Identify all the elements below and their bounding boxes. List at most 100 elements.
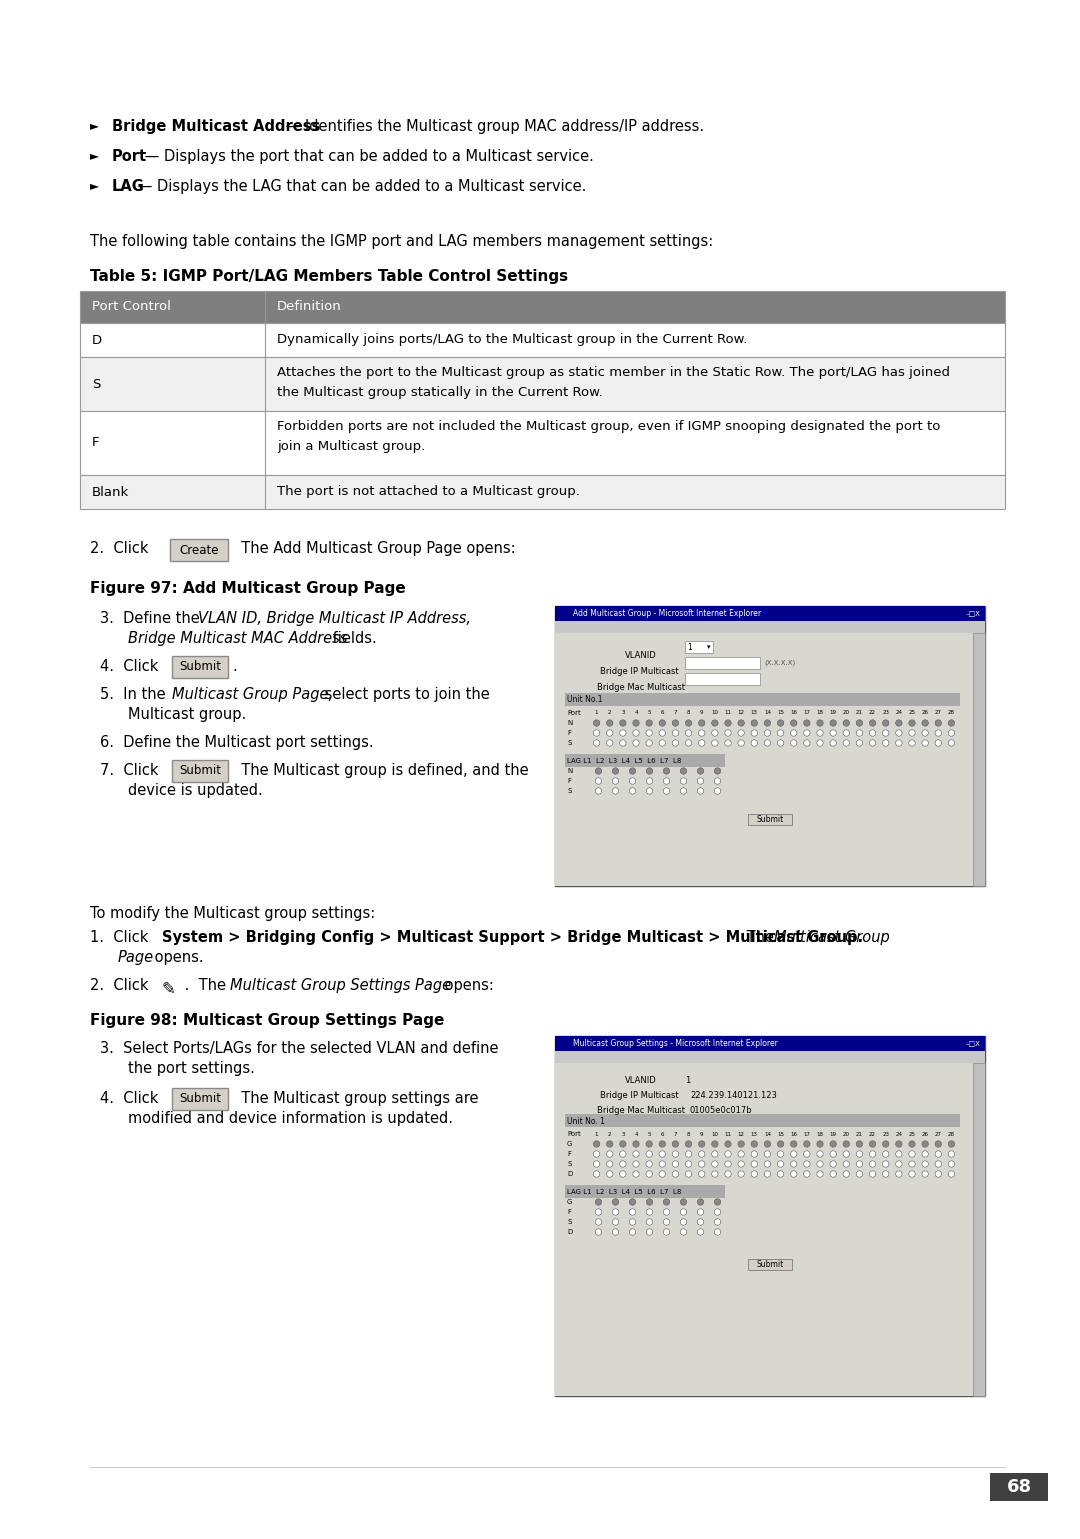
Text: G: G xyxy=(567,1199,572,1205)
Circle shape xyxy=(646,777,652,785)
Circle shape xyxy=(882,1171,889,1177)
Circle shape xyxy=(751,1160,757,1167)
Text: — Displays the LAG that can be added to a Multicast service.: — Displays the LAG that can be added to … xyxy=(133,179,586,194)
Text: join a Multicast group.: join a Multicast group. xyxy=(276,440,426,452)
Circle shape xyxy=(714,777,720,785)
Bar xyxy=(555,1063,973,1396)
Circle shape xyxy=(869,729,876,736)
Circle shape xyxy=(843,720,850,726)
Text: Bridge IP Multicast: Bridge IP Multicast xyxy=(600,666,678,676)
Text: 24: 24 xyxy=(895,711,903,716)
Text: Multicast group.: Multicast group. xyxy=(129,706,246,722)
Text: — Identifies the Multicast group MAC address/IP address.: — Identifies the Multicast group MAC add… xyxy=(281,119,704,134)
Circle shape xyxy=(935,720,942,726)
Circle shape xyxy=(791,1171,797,1177)
Circle shape xyxy=(612,1208,619,1216)
Circle shape xyxy=(607,1160,613,1167)
Circle shape xyxy=(922,1171,929,1177)
Circle shape xyxy=(663,1219,670,1225)
Circle shape xyxy=(712,1140,718,1147)
Text: Port: Port xyxy=(567,709,581,716)
Circle shape xyxy=(778,729,784,736)
Bar xyxy=(80,476,1005,509)
Circle shape xyxy=(663,1208,670,1216)
Circle shape xyxy=(908,1140,915,1147)
Circle shape xyxy=(948,740,955,746)
Text: 23: 23 xyxy=(882,1131,889,1136)
Circle shape xyxy=(751,720,757,726)
Circle shape xyxy=(646,1228,652,1236)
Circle shape xyxy=(843,1160,850,1167)
Circle shape xyxy=(659,1140,665,1147)
Circle shape xyxy=(778,720,784,726)
Circle shape xyxy=(712,1151,718,1157)
Circle shape xyxy=(607,740,613,746)
Circle shape xyxy=(612,777,619,785)
Circle shape xyxy=(659,740,665,746)
Bar xyxy=(555,1036,985,1051)
Circle shape xyxy=(633,740,639,746)
Text: the port settings.: the port settings. xyxy=(129,1060,255,1076)
Circle shape xyxy=(595,788,602,794)
Circle shape xyxy=(680,1208,687,1216)
Circle shape xyxy=(738,729,744,736)
Text: ►: ► xyxy=(90,119,99,132)
Text: 6.  Define the Multicast port settings.: 6. Define the Multicast port settings. xyxy=(100,736,374,749)
Text: The port is not attached to a Multicast group.: The port is not attached to a Multicast … xyxy=(276,485,580,499)
Circle shape xyxy=(633,1160,639,1167)
Circle shape xyxy=(630,777,636,785)
Circle shape xyxy=(699,1151,705,1157)
Circle shape xyxy=(816,1151,823,1157)
Circle shape xyxy=(843,1171,850,1177)
Text: .: . xyxy=(232,659,237,674)
Text: 15: 15 xyxy=(778,1131,784,1136)
Text: fields.: fields. xyxy=(328,631,377,646)
Text: Port: Port xyxy=(567,1131,581,1137)
Circle shape xyxy=(663,1228,670,1236)
Circle shape xyxy=(829,740,836,746)
Text: Multicast Group: Multicast Group xyxy=(774,930,890,945)
Text: Figure 98: Multicast Group Settings Page: Figure 98: Multicast Group Settings Page xyxy=(90,1013,444,1028)
Text: 6: 6 xyxy=(661,1131,664,1136)
Circle shape xyxy=(856,1171,863,1177)
Circle shape xyxy=(646,1219,652,1225)
Circle shape xyxy=(816,1171,823,1177)
Circle shape xyxy=(908,1171,915,1177)
Circle shape xyxy=(630,1219,636,1225)
Text: 4.  Click: 4. Click xyxy=(100,1091,163,1107)
FancyBboxPatch shape xyxy=(172,760,228,782)
Text: 7: 7 xyxy=(674,1131,677,1136)
FancyBboxPatch shape xyxy=(748,814,792,825)
Circle shape xyxy=(659,1151,665,1157)
Circle shape xyxy=(791,729,797,736)
Text: — Displays the port that can be added to a Multicast service.: — Displays the port that can be added to… xyxy=(140,149,594,165)
Circle shape xyxy=(751,1140,757,1147)
Text: VLANID: VLANID xyxy=(625,651,657,660)
Circle shape xyxy=(908,1151,915,1157)
Text: Blank: Blank xyxy=(92,485,130,499)
Circle shape xyxy=(593,1151,599,1157)
Text: Attaches the port to the Multicast group as static member in the Static Row. The: Attaches the port to the Multicast group… xyxy=(276,366,950,379)
Circle shape xyxy=(630,788,636,794)
Circle shape xyxy=(804,740,810,746)
Circle shape xyxy=(948,1171,955,1177)
Circle shape xyxy=(843,740,850,746)
Text: Add Multicast Group - Microsoft Internet Explorer: Add Multicast Group - Microsoft Internet… xyxy=(573,609,761,619)
Circle shape xyxy=(869,1151,876,1157)
Circle shape xyxy=(829,1160,836,1167)
Circle shape xyxy=(712,720,718,726)
Text: 5: 5 xyxy=(647,711,651,716)
Circle shape xyxy=(595,1199,602,1205)
Circle shape xyxy=(935,1140,942,1147)
Text: Bridge Multicast MAC Address: Bridge Multicast MAC Address xyxy=(129,631,348,646)
Circle shape xyxy=(680,777,687,785)
Circle shape xyxy=(829,1171,836,1177)
Circle shape xyxy=(633,1171,639,1177)
Circle shape xyxy=(778,1160,784,1167)
Circle shape xyxy=(686,1160,692,1167)
Circle shape xyxy=(633,1151,639,1157)
Circle shape xyxy=(935,1171,942,1177)
Circle shape xyxy=(699,1140,705,1147)
Circle shape xyxy=(699,720,705,726)
Circle shape xyxy=(895,720,902,726)
